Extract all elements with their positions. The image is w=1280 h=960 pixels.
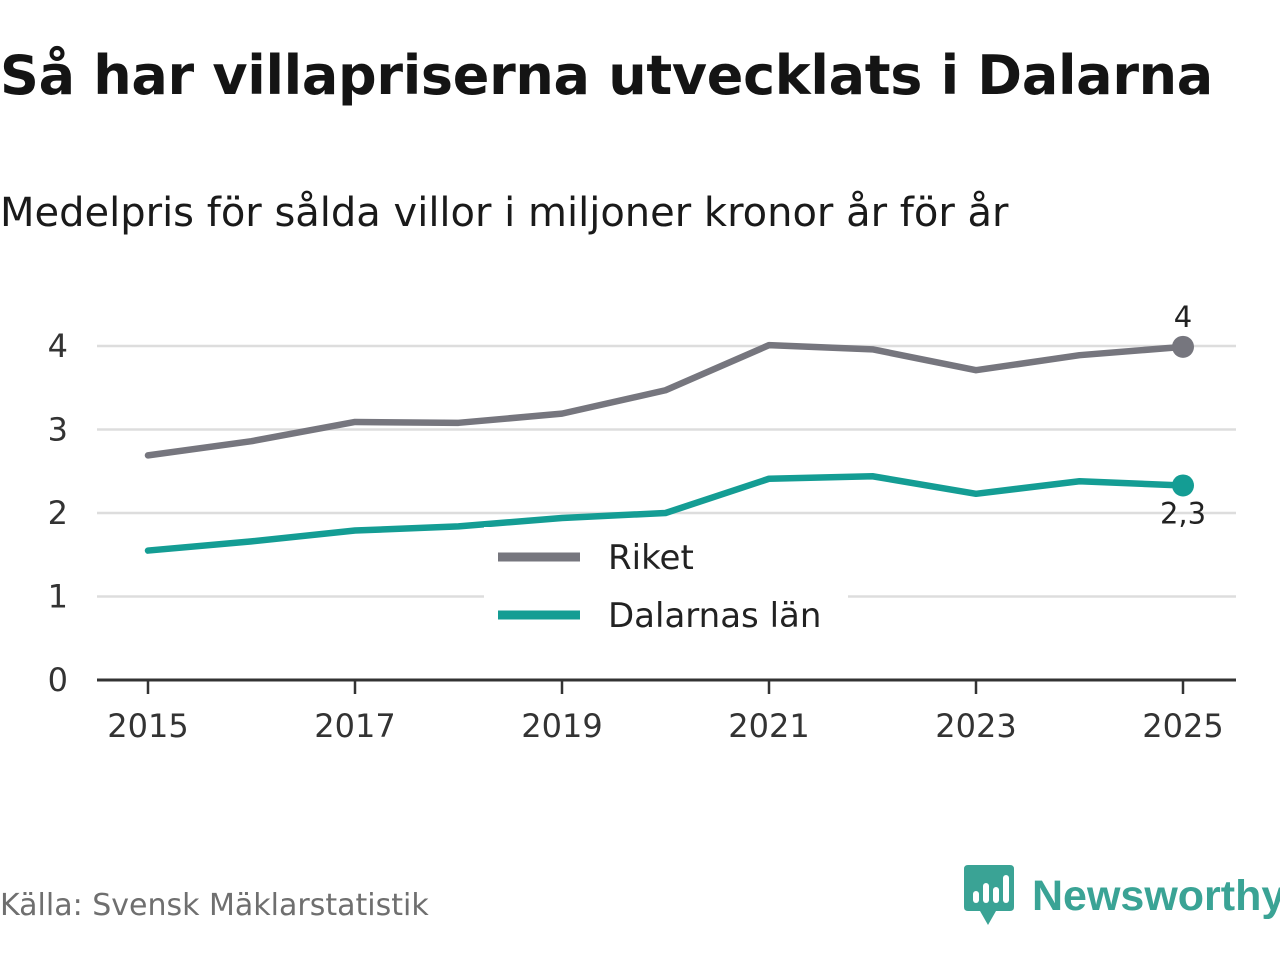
brand-name: Newsworthy [1032,871,1280,920]
brand-logo: Newsworthy [964,864,1280,928]
end-point-dalarnas-lan [1172,474,1194,497]
y-tick-label: 3 [48,411,68,449]
source-note: Källa: Svensk Mäklarstatistik [0,888,429,923]
chart-subtitle: Medelpris för sålda villor i miljoner kr… [0,190,1009,236]
y-axis: 0 1 2 3 4 [48,327,68,699]
end-point-riket [1172,335,1194,358]
x-tick-label: 2017 [314,707,395,745]
x-tick-label: 2023 [935,707,1016,745]
series-line-dalarnas-lan [144,473,1187,554]
x-tick-label: 2019 [521,707,602,745]
chart-title: Så har villapriserna utvecklats i Dalarn… [0,44,1213,107]
newsworthy-logo-icon [964,865,1014,925]
y-tick-label: 0 [48,661,68,699]
y-tick-label: 1 [48,578,68,616]
x-tick-label: 2025 [1142,707,1223,745]
y-tick-label: 2 [48,494,68,532]
series-line-riket [144,341,1187,459]
end-value-label: 2,3 [1160,496,1206,530]
x-axis: 2015 2017 2019 2021 2023 2025 [97,678,1236,745]
y-tick-label: 4 [48,327,68,365]
series-lines: 42,3 [144,300,1206,554]
legend-label: Dalarnas län [608,596,821,636]
end-value-label: 4 [1174,300,1192,334]
legend-label: Riket [608,538,694,578]
x-tick-label: 2021 [728,707,809,745]
x-tick-label: 2015 [107,707,188,745]
legend: Riket Dalarnas län [484,527,848,645]
